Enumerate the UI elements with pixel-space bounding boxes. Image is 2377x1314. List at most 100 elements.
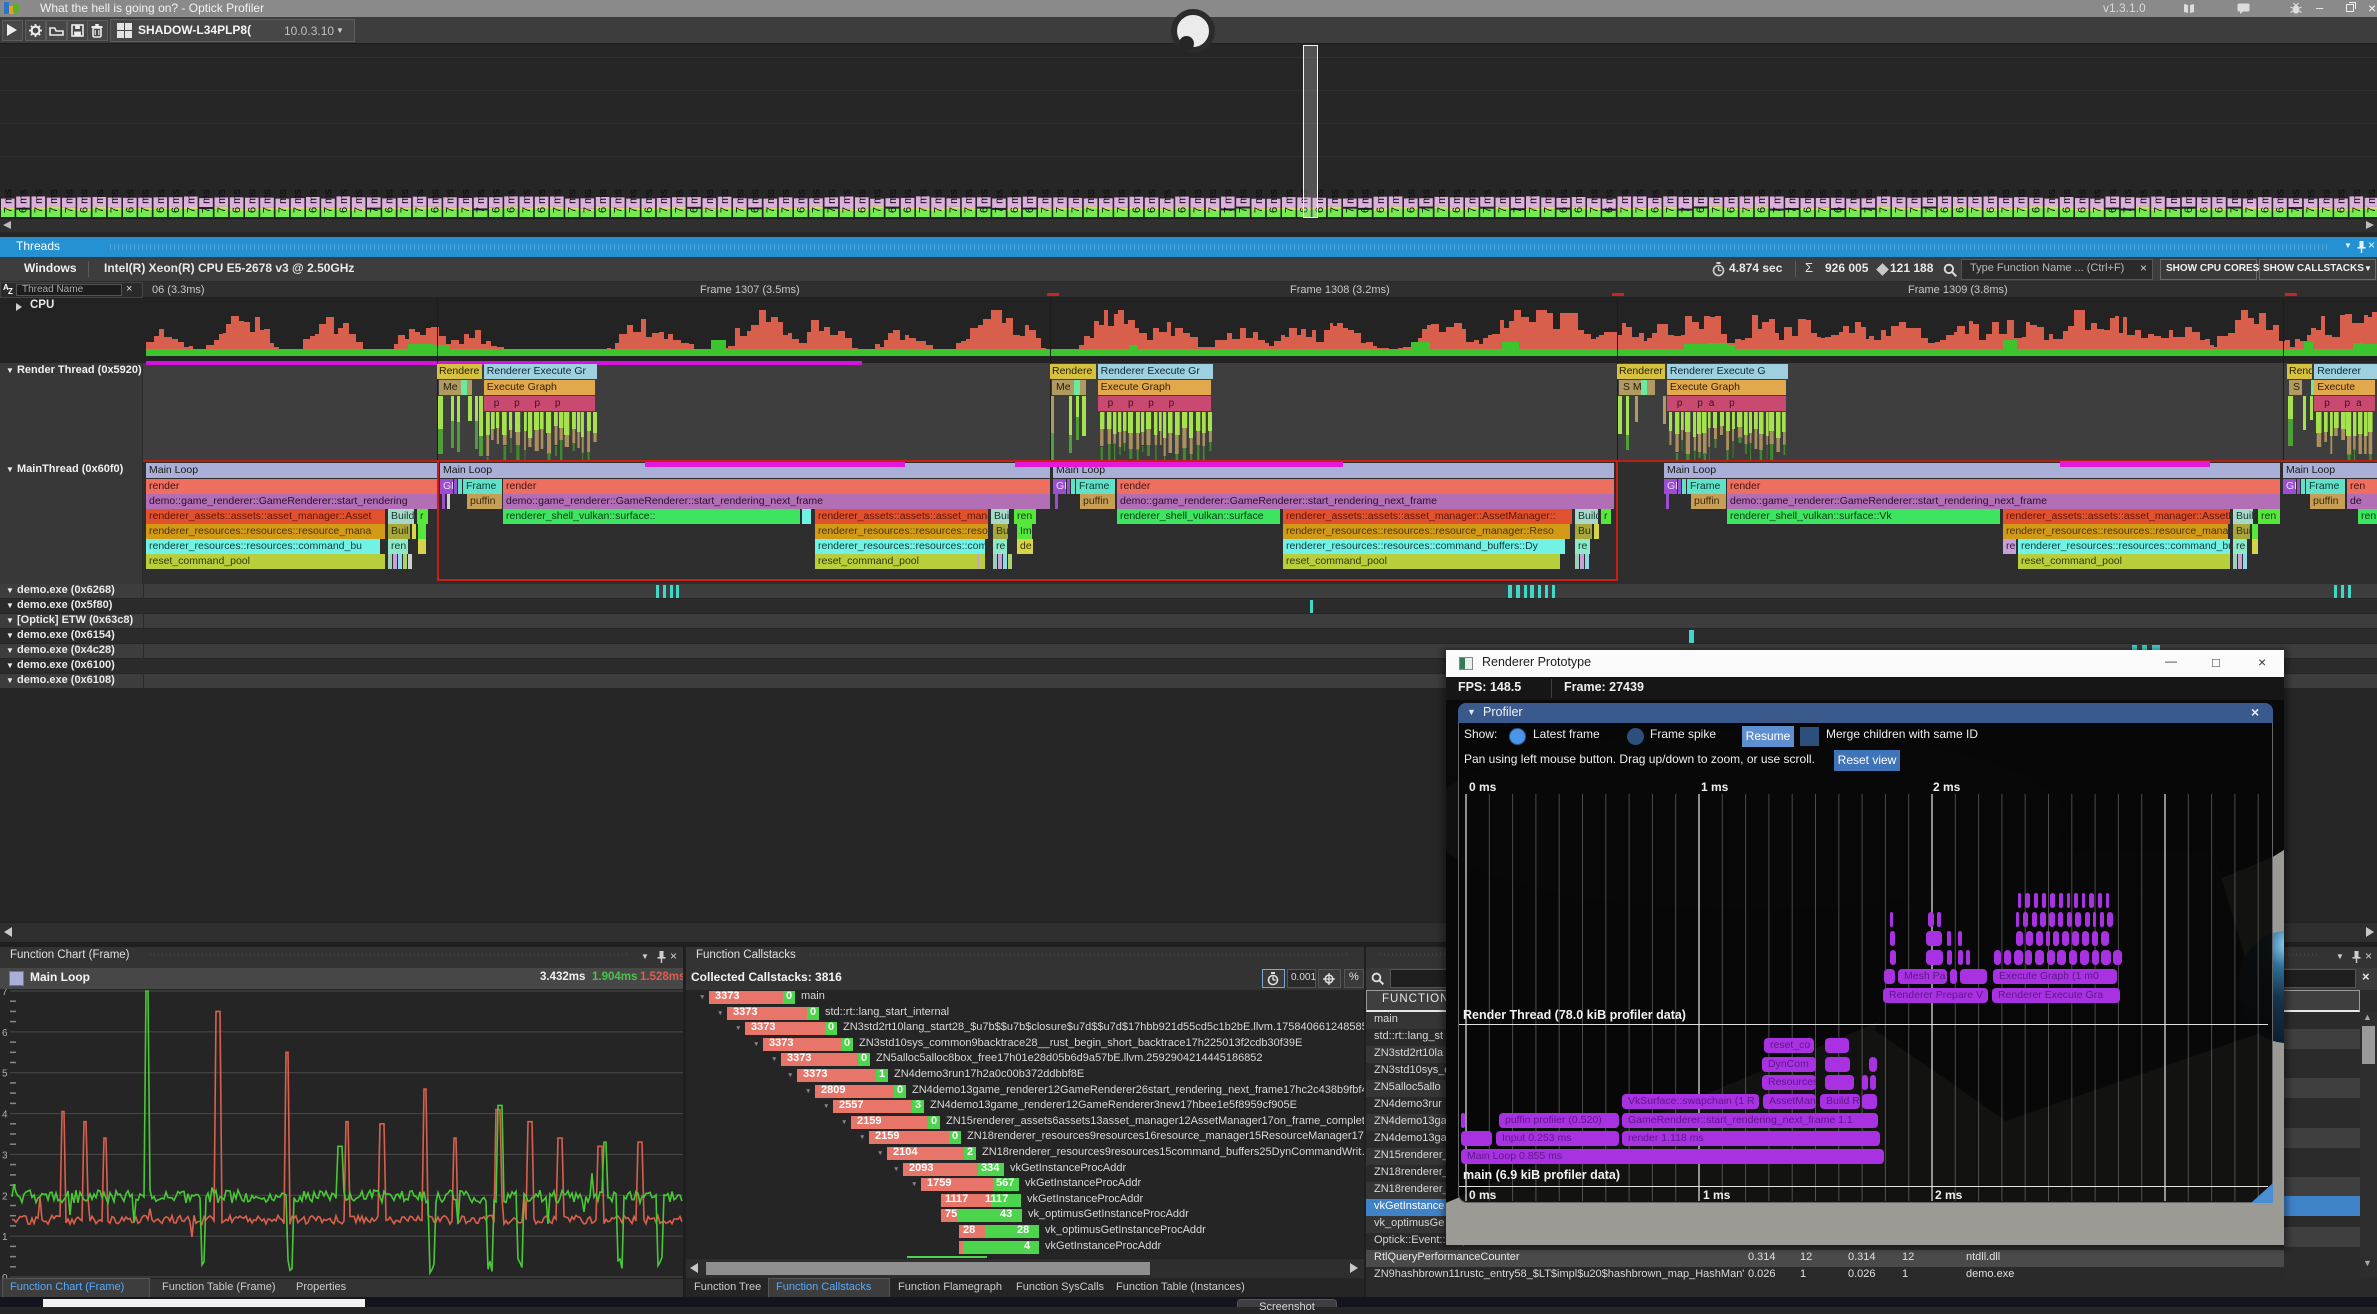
svg-text:6 ms: 6 ms bbox=[246, 189, 258, 213]
svg-text:7 ms: 7 ms bbox=[2000, 189, 2012, 213]
svg-text:6 ms: 6 ms bbox=[1299, 189, 1311, 213]
svg-text:7 ms: 7 ms bbox=[1329, 189, 1341, 213]
svg-text:7 ms: 7 ms bbox=[1512, 189, 1524, 213]
svg-text:7 ms: 7 ms bbox=[1100, 189, 1112, 213]
svg-text:6 ms: 6 ms bbox=[1558, 189, 1570, 213]
svg-text:7 ms: 7 ms bbox=[1787, 189, 1799, 213]
svg-text:6 ms: 6 ms bbox=[1024, 189, 1036, 213]
svg-text:7 ms: 7 ms bbox=[780, 189, 792, 213]
svg-text:7 ms: 7 ms bbox=[917, 189, 929, 213]
svg-text:7 ms: 7 ms bbox=[551, 189, 563, 213]
svg-text:7 ms: 7 ms bbox=[948, 189, 960, 213]
svg-text:6 ms: 6 ms bbox=[643, 189, 655, 213]
svg-text:6 ms: 6 ms bbox=[384, 189, 396, 213]
svg-text:7 ms: 7 ms bbox=[1344, 189, 1356, 213]
svg-text:7 ms: 7 ms bbox=[1253, 189, 1265, 213]
svg-text:6 ms: 6 ms bbox=[1756, 189, 1768, 213]
svg-text:6 ms: 6 ms bbox=[750, 189, 762, 213]
svg-text:7 ms: 7 ms bbox=[628, 189, 640, 213]
svg-text:7 ms: 7 ms bbox=[1771, 189, 1783, 213]
svg-text:7 ms: 7 ms bbox=[1909, 189, 1921, 213]
svg-text:7 ms: 7 ms bbox=[612, 189, 624, 213]
svg-text:6 ms: 6 ms bbox=[155, 189, 167, 213]
svg-text:7 ms: 7 ms bbox=[414, 189, 426, 213]
svg-text:7 ms: 7 ms bbox=[1238, 189, 1250, 213]
svg-text:7 ms: 7 ms bbox=[872, 189, 884, 213]
svg-text:7 ms: 7 ms bbox=[1222, 189, 1234, 213]
svg-text:7 ms: 7 ms bbox=[277, 189, 289, 213]
svg-text:5: 5 bbox=[2, 1069, 8, 1080]
svg-text:6 ms: 6 ms bbox=[1009, 189, 1021, 213]
svg-text:7 ms: 7 ms bbox=[2320, 189, 2332, 213]
svg-text:7 ms: 7 ms bbox=[1710, 189, 1722, 213]
svg-text:7: 7 bbox=[2, 989, 8, 998]
svg-text:7 ms: 7 ms bbox=[673, 189, 685, 213]
svg-text:7 ms: 7 ms bbox=[1741, 189, 1753, 213]
svg-text:7 ms: 7 ms bbox=[1680, 189, 1692, 213]
svg-text:7 ms: 7 ms bbox=[2366, 189, 2377, 213]
svg-text:7 ms: 7 ms bbox=[1085, 189, 1097, 213]
svg-text:7 ms: 7 ms bbox=[33, 189, 45, 213]
svg-text:6 ms: 6 ms bbox=[2275, 189, 2287, 213]
svg-text:7 ms: 7 ms bbox=[1634, 189, 1646, 213]
svg-text:7 ms: 7 ms bbox=[109, 189, 121, 213]
svg-text:7 ms: 7 ms bbox=[460, 189, 472, 213]
svg-text:6 ms: 6 ms bbox=[1985, 189, 1997, 213]
svg-text:7 ms: 7 ms bbox=[2046, 189, 2058, 213]
svg-text:7 ms: 7 ms bbox=[323, 189, 335, 213]
svg-text:6 ms: 6 ms bbox=[2198, 189, 2210, 213]
svg-text:7 ms: 7 ms bbox=[2305, 189, 2317, 213]
svg-text:6 ms: 6 ms bbox=[597, 189, 609, 213]
svg-text:7 ms: 7 ms bbox=[1543, 189, 1555, 213]
svg-text:6 ms: 6 ms bbox=[1177, 189, 1189, 213]
svg-text:6 ms: 6 ms bbox=[1939, 189, 1951, 213]
svg-text:6 ms: 6 ms bbox=[1802, 189, 1814, 213]
svg-text:6 ms: 6 ms bbox=[1360, 189, 1372, 213]
svg-text:7 ms: 7 ms bbox=[1466, 189, 1478, 213]
svg-text:3: 3 bbox=[2, 1150, 8, 1161]
svg-text:6 ms: 6 ms bbox=[429, 189, 441, 213]
svg-text:7 ms: 7 ms bbox=[734, 189, 746, 213]
svg-text:7 ms: 7 ms bbox=[841, 189, 853, 213]
svg-text:7 ms: 7 ms bbox=[2168, 189, 2180, 213]
svg-text:7 ms: 7 ms bbox=[567, 189, 579, 213]
svg-text:7 ms: 7 ms bbox=[63, 189, 75, 213]
svg-text:7 ms: 7 ms bbox=[2290, 189, 2302, 213]
svg-text:7 ms: 7 ms bbox=[1161, 189, 1173, 213]
svg-text:7 ms: 7 ms bbox=[2244, 189, 2256, 213]
svg-text:7 ms: 7 ms bbox=[1497, 189, 1509, 213]
svg-text:7 ms: 7 ms bbox=[1070, 189, 1082, 213]
svg-text:7 ms: 7 ms bbox=[1436, 189, 1448, 213]
svg-text:6 ms: 6 ms bbox=[1451, 189, 1463, 213]
svg-text:7 ms: 7 ms bbox=[1665, 189, 1677, 213]
svg-text:7 ms: 7 ms bbox=[1848, 189, 1860, 213]
svg-text:7 ms: 7 ms bbox=[1619, 189, 1631, 213]
svg-text:7 ms: 7 ms bbox=[933, 189, 945, 213]
svg-text:7 ms: 7 ms bbox=[994, 189, 1006, 213]
svg-text:7 ms: 7 ms bbox=[2137, 189, 2149, 213]
svg-text:7 ms: 7 ms bbox=[1588, 189, 1600, 213]
svg-text:7 ms: 7 ms bbox=[2092, 189, 2104, 213]
svg-text:6 ms: 6 ms bbox=[1314, 189, 1326, 213]
svg-text:7 ms: 7 ms bbox=[185, 189, 197, 213]
svg-text:7 ms: 7 ms bbox=[48, 189, 60, 213]
svg-text:6 ms: 6 ms bbox=[2031, 189, 2043, 213]
svg-text:6 ms: 6 ms bbox=[79, 189, 91, 213]
svg-text:6 ms: 6 ms bbox=[1726, 189, 1738, 213]
svg-text:6 ms: 6 ms bbox=[506, 189, 518, 213]
svg-text:7 ms: 7 ms bbox=[201, 189, 213, 213]
svg-text:6 ms: 6 ms bbox=[689, 189, 701, 213]
svg-text:7 ms: 7 ms bbox=[521, 189, 533, 213]
svg-text:7 ms: 7 ms bbox=[658, 189, 670, 213]
svg-text:7 ms: 7 ms bbox=[1878, 189, 1890, 213]
svg-text:7 ms: 7 ms bbox=[963, 189, 975, 213]
svg-text:7 ms: 7 ms bbox=[368, 189, 380, 213]
svg-text:7 ms: 7 ms bbox=[2153, 189, 2165, 213]
svg-text:7 ms: 7 ms bbox=[2229, 189, 2241, 213]
svg-text:7 ms: 7 ms bbox=[582, 189, 594, 213]
svg-text:0: 0 bbox=[2, 1273, 8, 1278]
svg-text:7 ms: 7 ms bbox=[353, 189, 365, 213]
svg-text:6 ms: 6 ms bbox=[1832, 189, 1844, 213]
svg-text:7 ms: 7 ms bbox=[1116, 189, 1128, 213]
svg-text:7 ms: 7 ms bbox=[2351, 189, 2363, 213]
